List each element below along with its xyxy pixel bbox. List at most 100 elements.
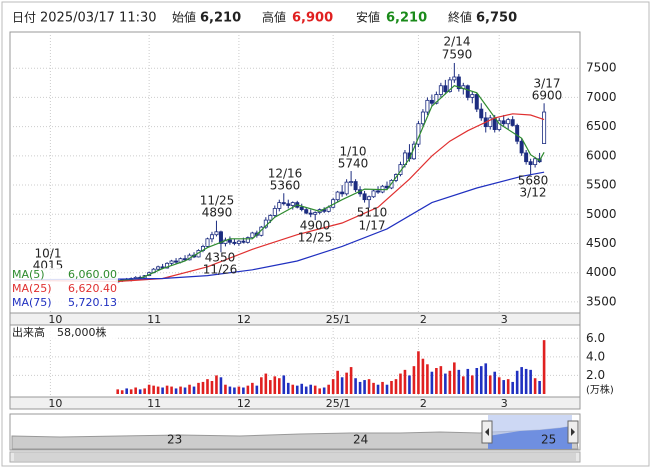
volume-bar	[286, 382, 290, 394]
volume-bar	[242, 387, 245, 394]
volume-bar	[520, 367, 523, 394]
volume-bar	[381, 381, 384, 394]
header-label: 高値	[262, 10, 286, 25]
volume-bar	[215, 375, 218, 394]
legend-value: 6,620.40	[68, 282, 117, 295]
candle-body	[452, 76, 457, 81]
y-tick-label: 6000	[586, 148, 617, 162]
handle-arrow	[485, 428, 489, 436]
candle-body	[277, 202, 282, 209]
candle-body	[290, 202, 295, 206]
volume-bar	[134, 387, 137, 394]
y-tick-label: 6500	[586, 119, 617, 133]
volume-bar	[435, 368, 438, 394]
legend-name: MA(5)	[12, 268, 45, 281]
candle-body	[465, 85, 470, 98]
scrollbar-thumb[interactable]	[14, 453, 576, 461]
volume-bar	[363, 380, 366, 394]
volume-bar	[506, 379, 510, 394]
axis-strip	[9, 312, 581, 326]
volume-bar	[183, 387, 187, 394]
annotation-date: 2/14	[444, 35, 471, 49]
x-tick-label: 3	[501, 313, 508, 326]
volume-bar	[228, 386, 232, 394]
annotation-value: 7590	[442, 48, 473, 62]
volume-bar	[277, 378, 281, 394]
navigator-label: 25	[541, 433, 556, 447]
x-tick-label: 10	[48, 397, 62, 410]
candle-body	[286, 203, 291, 206]
volume-bar	[345, 372, 348, 394]
x-tick-label: 11	[147, 397, 161, 410]
candle-body	[474, 94, 479, 110]
annotation-date: 1/17	[359, 219, 386, 233]
volume-bar	[260, 377, 263, 394]
volume-bar	[466, 368, 470, 394]
moving-average-line	[14, 113, 545, 283]
volume-bar	[412, 366, 416, 394]
navigator-label: 23	[167, 433, 182, 447]
candle-body	[501, 120, 506, 125]
volume-bar	[331, 379, 335, 394]
volume-bar	[197, 382, 200, 394]
plot-frame	[9, 31, 581, 314]
candle-body	[232, 241, 237, 244]
candle-body	[362, 193, 367, 201]
annotation-value: 4350	[205, 251, 236, 265]
volume-bar	[165, 385, 169, 394]
volume-bar	[147, 384, 151, 394]
candle-body	[542, 111, 547, 144]
volume-bar	[251, 382, 254, 394]
volume-bar	[533, 378, 537, 394]
candle-body	[241, 240, 246, 243]
volume-bar	[453, 362, 456, 394]
candle-body	[376, 190, 381, 193]
volume-bar	[479, 366, 483, 394]
annotation-date: 3/12	[520, 186, 547, 200]
volume-bar	[475, 368, 479, 394]
header-label: 終値	[448, 10, 472, 25]
volume-panel: 10 11 12 25/1 2 3 2.0 4.0 6.0 (万株) 出来高 58,000株	[9, 324, 614, 410]
volume-bar	[385, 384, 389, 394]
y-tick-label: 7000	[586, 90, 617, 104]
volume-bar	[484, 363, 488, 394]
candle-body	[371, 190, 376, 198]
x-tick-label: 11	[147, 313, 161, 326]
annotation-date: 11/25	[200, 194, 235, 208]
y-tick-label: 5500	[586, 178, 617, 192]
candle-body	[367, 196, 372, 201]
volume-bar	[372, 382, 375, 394]
annotation-value: 5680	[518, 174, 549, 188]
x-tick-label: 12	[237, 313, 251, 326]
annotation-value: 6900	[532, 89, 563, 103]
candle-body	[349, 181, 354, 183]
volume-bar	[188, 384, 191, 394]
volume-bar	[318, 388, 321, 394]
header-high: 6,900	[292, 11, 333, 26]
volume-bar	[313, 385, 317, 394]
volume-title-bg	[11, 326, 116, 339]
volume-bar	[511, 381, 514, 394]
volume-bar	[349, 367, 353, 394]
ma-legend: MA(5) 6,060.00 MA(25) 6,620.40 MA(75) 5,720.1…	[11, 268, 118, 311]
volume-bar	[367, 379, 371, 394]
volume-unit: (万株)	[586, 383, 614, 396]
volume-bar	[152, 385, 155, 394]
candle-body	[443, 85, 448, 92]
moving-average-line	[117, 85, 545, 282]
y-tick-label: 4.0	[586, 349, 605, 363]
volume-title: 出来高	[12, 325, 45, 339]
candle-body	[447, 79, 452, 92]
volume-bar	[390, 381, 393, 394]
volume-bar	[403, 369, 407, 394]
volume-bar	[156, 386, 160, 394]
volume-bar	[233, 387, 236, 394]
header-label: 始値	[172, 10, 196, 25]
y-tick-label: 3500	[586, 294, 617, 308]
volume-bar	[327, 384, 330, 394]
x-tick-label: 25/1	[326, 397, 351, 410]
y-tick-label: 4000	[586, 265, 617, 279]
candle-body	[519, 140, 524, 154]
candle-body	[524, 152, 529, 163]
